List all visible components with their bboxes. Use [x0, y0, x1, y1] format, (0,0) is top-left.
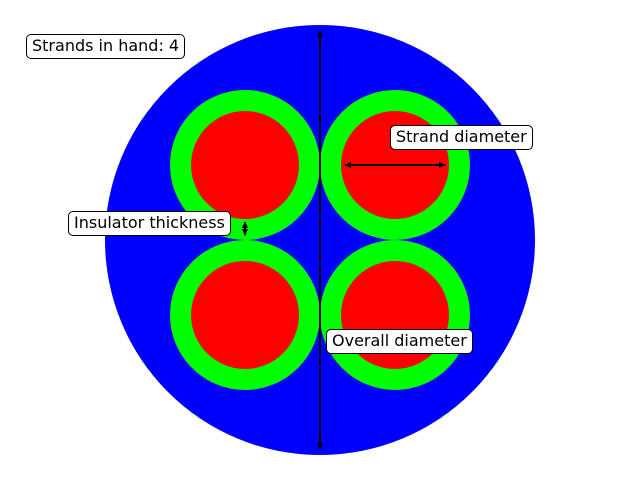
strand-bottom-right [320, 240, 470, 390]
strand-conductor [191, 261, 299, 369]
insulator-thickness-label: Insulator thickness [68, 211, 231, 236]
strand-diameter-label: Strand diameter [390, 125, 533, 150]
strand-conductor [191, 111, 299, 219]
overall-diameter-label: Overall diameter [326, 329, 473, 354]
strands-in-hand-label: Strands in hand: 4 [26, 34, 186, 59]
strand-top-left [170, 90, 320, 240]
strand-bottom-left [170, 240, 320, 390]
